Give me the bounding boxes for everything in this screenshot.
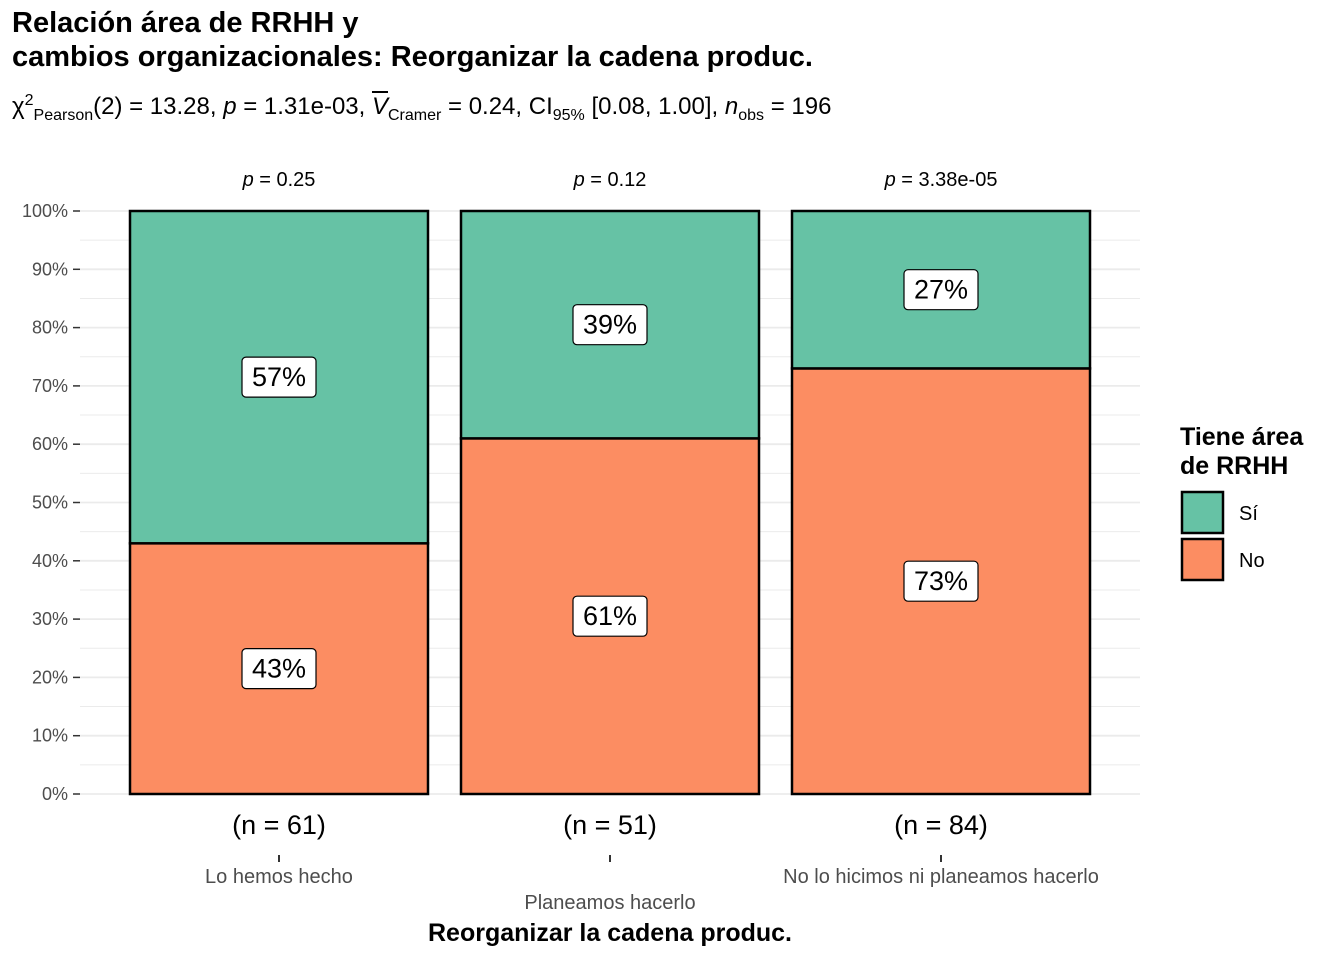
p-value-label: p = 0.12 (573, 169, 647, 191)
y-tick-label: 70% (32, 376, 68, 396)
x-category-label: No lo hicimos ni planeamos hacerlo (783, 866, 1099, 888)
chart-subtitle: χ2Pearson(2) = 13.28, p = 1.31e-03, VCra… (12, 92, 831, 125)
p-value-label: p = 0.25 (242, 169, 316, 191)
p-value-symbol: p (242, 169, 254, 191)
y-tick-label: 60% (32, 434, 68, 454)
p-value-symbol: p (884, 169, 896, 191)
chi-symbol: χ (12, 93, 25, 120)
y-tick-label: 100% (22, 201, 68, 221)
p-symbol: p (223, 93, 237, 120)
bar-label-si: 27% (914, 275, 968, 305)
bar-segment-si (790, 209, 1092, 370)
chart-title-line-2: cambios organizacionales: Reorganizar la… (12, 41, 813, 73)
y-tick-label: 0% (42, 784, 68, 804)
df-text: (2) = 13.28, (93, 93, 224, 120)
bar-label-si-box (241, 356, 317, 398)
p-text: = 1.31e-03, (236, 93, 372, 120)
y-tick-label: 80% (32, 318, 68, 338)
y-tick-label: 30% (32, 609, 68, 629)
x-axis: Lo hemos hecho Planeamos hacerlo No lo hic… (205, 855, 1099, 914)
y-tick-label: 20% (32, 667, 68, 687)
legend-swatch (1180, 490, 1225, 535)
y-tick-label: 50% (32, 493, 68, 513)
p-value-symbol: p (573, 169, 585, 191)
bar-label-no: 43% (252, 654, 306, 684)
p-value-text: = 0.12 (585, 169, 647, 191)
bar-label-no: 73% (914, 566, 968, 596)
y-tick-label: 90% (32, 259, 68, 279)
bar-label-si-box (572, 304, 648, 346)
bar-label-no-box (903, 560, 979, 602)
x-category-label: Lo hemos hecho (205, 866, 353, 888)
chi-superscript: 2 (24, 92, 34, 109)
ci-text: [0.08, 1.00], (584, 93, 725, 120)
bar-label-no-box (572, 595, 648, 637)
n-subscript: obs (738, 106, 765, 124)
legend-label: Sí (1239, 503, 1258, 525)
bar-label-no: 61% (583, 601, 637, 631)
legend-swatch (1180, 537, 1225, 582)
bar-label-no-box (241, 648, 317, 690)
x-axis-title: Reorganizar la cadena produc. (428, 919, 792, 947)
v-subscript: Cramer (388, 106, 442, 124)
n-count-label: (n = 51) (563, 810, 657, 840)
n-count-label: (n = 84) (894, 810, 988, 840)
ci-subscript: 95% (552, 106, 585, 124)
legend-title-line: de RRHH (1180, 452, 1288, 480)
legend-title-line: Tiene área (1180, 423, 1304, 451)
n-text: = 196 (764, 93, 832, 120)
p-value-text: = 0.25 (254, 169, 316, 191)
p-value-label: p = 3.38e-05 (884, 169, 998, 191)
y-tick-label: 10% (32, 726, 68, 746)
bars: 43% 57% p = 0.25 (n = 61) 61% 39% p = 0.12 (n =… (128, 169, 1092, 840)
n-symbol: n (724, 93, 739, 120)
legend-label: No (1239, 550, 1265, 572)
p-value-text: = 3.38e-05 (896, 169, 998, 191)
chart-title-line-1: Relación área de RRHH y (12, 7, 359, 39)
chi-subscript: Pearson (33, 106, 94, 124)
chart-title: Relación área de RRHH y cambios organiza… (12, 6, 813, 74)
v-text: = 0.24, CI (441, 93, 553, 120)
x-category-label: Planeamos hacerlo (524, 892, 695, 914)
bar-label-si-box (903, 269, 979, 311)
y-tick-label: 40% (32, 551, 68, 571)
n-count-label: (n = 61) (232, 810, 326, 840)
y-axis: 0% 10% 20% 30% 40% 50% 60% 70% 80% 90% 100% (22, 201, 80, 804)
bar-label-si: 39% (583, 310, 637, 340)
v-symbol: V (371, 93, 388, 120)
bar-label-si: 57% (252, 362, 306, 392)
